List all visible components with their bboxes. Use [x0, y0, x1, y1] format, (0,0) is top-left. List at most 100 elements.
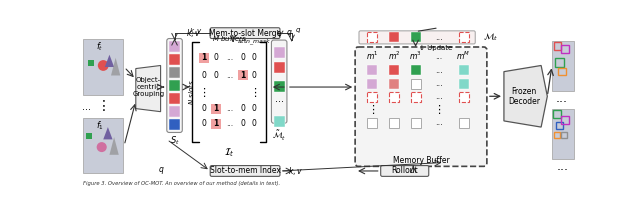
- Text: 0: 0: [202, 120, 207, 128]
- Polygon shape: [504, 66, 547, 127]
- Text: Rollout: Rollout: [391, 166, 418, 176]
- Bar: [274, 81, 285, 92]
- Text: ...: ...: [82, 102, 91, 112]
- Bar: [274, 116, 285, 127]
- Bar: [459, 66, 468, 75]
- Text: 0: 0: [252, 53, 257, 62]
- Bar: [556, 122, 563, 129]
- FancyBboxPatch shape: [359, 31, 476, 44]
- Bar: [367, 66, 377, 75]
- Bar: [169, 106, 180, 117]
- Text: $m^M$: $m^M$: [456, 50, 471, 63]
- Text: ⋮: ⋮: [198, 88, 209, 98]
- Bar: [554, 42, 561, 50]
- Text: 1: 1: [213, 104, 218, 113]
- Bar: [459, 92, 468, 102]
- Text: Slot-to-mem Index: Slot-to-mem Index: [210, 166, 280, 176]
- Bar: [552, 109, 573, 159]
- Bar: [558, 68, 566, 75]
- Text: 1: 1: [213, 120, 218, 128]
- Polygon shape: [111, 58, 120, 75]
- Text: 0: 0: [252, 104, 257, 113]
- Text: $k, v$: $k, v$: [288, 165, 303, 177]
- Text: ⋮: ⋮: [96, 99, 110, 113]
- Text: 1: 1: [240, 71, 245, 80]
- FancyBboxPatch shape: [167, 39, 182, 132]
- Text: 0: 0: [240, 104, 245, 113]
- Bar: [389, 79, 399, 89]
- Text: ...: ...: [226, 71, 233, 80]
- Text: $\tilde{\mathcal{M}}_t$: $\tilde{\mathcal{M}}_t$: [272, 129, 286, 143]
- Text: Object-
centric
Grouping: Object- centric Grouping: [132, 77, 164, 97]
- Text: $q$: $q$: [296, 26, 301, 35]
- Bar: [169, 93, 180, 104]
- Text: 1: 1: [202, 53, 207, 62]
- Text: Frozen
Decoder: Frozen Decoder: [508, 86, 540, 106]
- Text: ⋮: ⋮: [367, 105, 378, 115]
- Bar: [169, 80, 180, 91]
- Text: $\mathcal{M}_t$: $\mathcal{M}_t$: [483, 32, 499, 43]
- Bar: [561, 116, 569, 124]
- Text: $m^1$: $m^1$: [366, 50, 378, 63]
- Text: Mem-to-slot Merge: Mem-to-slot Merge: [209, 29, 281, 38]
- Bar: [83, 118, 124, 173]
- Text: 0: 0: [202, 71, 207, 80]
- Bar: [389, 92, 399, 102]
- Text: 0: 0: [202, 104, 207, 113]
- Bar: [169, 41, 180, 52]
- Text: $m^2$: $m^2$: [387, 50, 400, 63]
- Text: $f_t$: $f_t$: [96, 41, 104, 53]
- Bar: [367, 92, 377, 102]
- Bar: [410, 118, 420, 128]
- Text: $\mathcal{I}_t$: $\mathcal{I}_t$: [224, 146, 234, 159]
- Text: 0: 0: [213, 53, 218, 62]
- FancyBboxPatch shape: [381, 166, 429, 176]
- Bar: [561, 45, 569, 53]
- Text: ...: ...: [557, 160, 569, 173]
- Text: 0: 0: [252, 71, 257, 80]
- Bar: [274, 62, 285, 73]
- Text: ...: ...: [435, 33, 443, 42]
- Bar: [552, 41, 573, 91]
- Text: ...: ...: [435, 92, 443, 101]
- Text: ⋮: ⋮: [249, 88, 260, 98]
- Text: ...: ...: [435, 66, 443, 75]
- Text: ...: ...: [556, 92, 568, 105]
- Text: ...: ...: [226, 104, 233, 113]
- Bar: [197, 42, 266, 142]
- Bar: [169, 119, 180, 130]
- Bar: [459, 118, 468, 128]
- Text: $N$ $slots$: $N$ $slots$: [186, 80, 196, 105]
- Text: ...: ...: [435, 52, 442, 61]
- Text: $k, v$: $k, v$: [189, 26, 203, 36]
- Bar: [169, 67, 180, 78]
- Bar: [553, 110, 561, 118]
- Text: 0: 0: [240, 120, 245, 128]
- Text: ...: ...: [275, 94, 284, 104]
- FancyBboxPatch shape: [355, 47, 487, 166]
- Text: 0: 0: [213, 71, 218, 80]
- Bar: [389, 66, 399, 75]
- Text: 0: 0: [240, 53, 245, 62]
- Bar: [561, 132, 566, 138]
- Bar: [459, 79, 468, 89]
- Bar: [169, 54, 180, 65]
- Text: ...: ...: [226, 53, 233, 62]
- Bar: [88, 60, 94, 66]
- Polygon shape: [136, 66, 161, 112]
- Bar: [199, 53, 209, 63]
- Bar: [459, 32, 468, 42]
- Bar: [367, 79, 377, 89]
- Text: $m^3$: $m^3$: [409, 50, 422, 63]
- Text: $q$: $q$: [158, 166, 164, 176]
- FancyBboxPatch shape: [271, 40, 287, 123]
- Text: $M$ $buffers$: $M$ $buffers$: [212, 34, 246, 43]
- Polygon shape: [105, 55, 114, 67]
- Text: $attn\_mask$: $attn\_mask$: [237, 38, 272, 47]
- Bar: [410, 79, 420, 89]
- Text: Figure 3. Overview of OC-MOT. An overview of our method (details in text).: Figure 3. Overview of OC-MOT. An overvie…: [83, 181, 280, 186]
- Text: ...: ...: [226, 120, 233, 128]
- Bar: [211, 104, 221, 114]
- Text: $S_t$: $S_t$: [170, 135, 179, 147]
- Text: ↓ Update: ↓ Update: [419, 45, 452, 51]
